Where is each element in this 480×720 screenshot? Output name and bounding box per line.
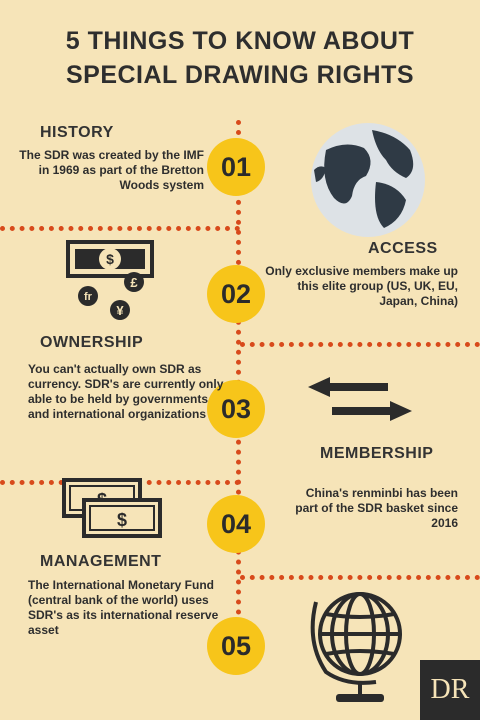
page-title-line-1: 5 THINGS TO KNOW ABOUT [65,27,415,55]
ownership-text: You can't actually own SDR as currency. … [28,362,224,421]
divider-1 [0,226,240,231]
divider-4 [240,575,480,580]
svg-text:$: $ [117,510,127,530]
number-circle-03: 03 [207,380,265,438]
history-text: The SDR was created by the IMF in 1969 a… [19,148,204,192]
management-text: The International Monetary Fund (central… [28,578,219,637]
svg-text:$: $ [106,251,114,267]
svg-text:¥: ¥ [116,303,124,318]
number-05: 05 [220,630,252,661]
svg-text:£: £ [130,275,138,290]
number-02: 02 [220,278,252,309]
number-circle-05: 05 [207,617,265,675]
desk-globe-icon [306,582,410,715]
page-title-line-2: SPECIAL DRAWING RIGHTS [65,61,415,89]
number-03: 03 [220,393,252,424]
number-circle-01: 01 [207,138,265,196]
history-heading: HISTORY [40,124,114,141]
number-circle-02: 02 [207,265,265,323]
number-circle-04: 04 [207,495,265,553]
divider-2 [240,342,480,347]
access-heading: ACCESS [368,240,438,257]
banknotes-icon: $ $ [62,478,164,545]
membership-heading: MEMBERSHIP [320,445,434,462]
dr-logo: DR [420,660,480,720]
exchange-arrows-icon [308,377,412,426]
logo-text: DR [430,674,470,705]
currency-symbols-icon: $ £ fr ¥ [66,240,156,329]
access-text: Only exclusive members make up this elit… [265,264,458,308]
number-04: 04 [220,508,252,539]
ownership-heading: OWNERSHIP [40,334,144,351]
number-01: 01 [220,151,252,182]
management-heading: MANAGEMENT [40,553,162,570]
globe-icon [306,120,430,245]
svg-text:fr: fr [84,291,93,303]
membership-text: China's renminbi has been part of the SD… [295,486,458,530]
